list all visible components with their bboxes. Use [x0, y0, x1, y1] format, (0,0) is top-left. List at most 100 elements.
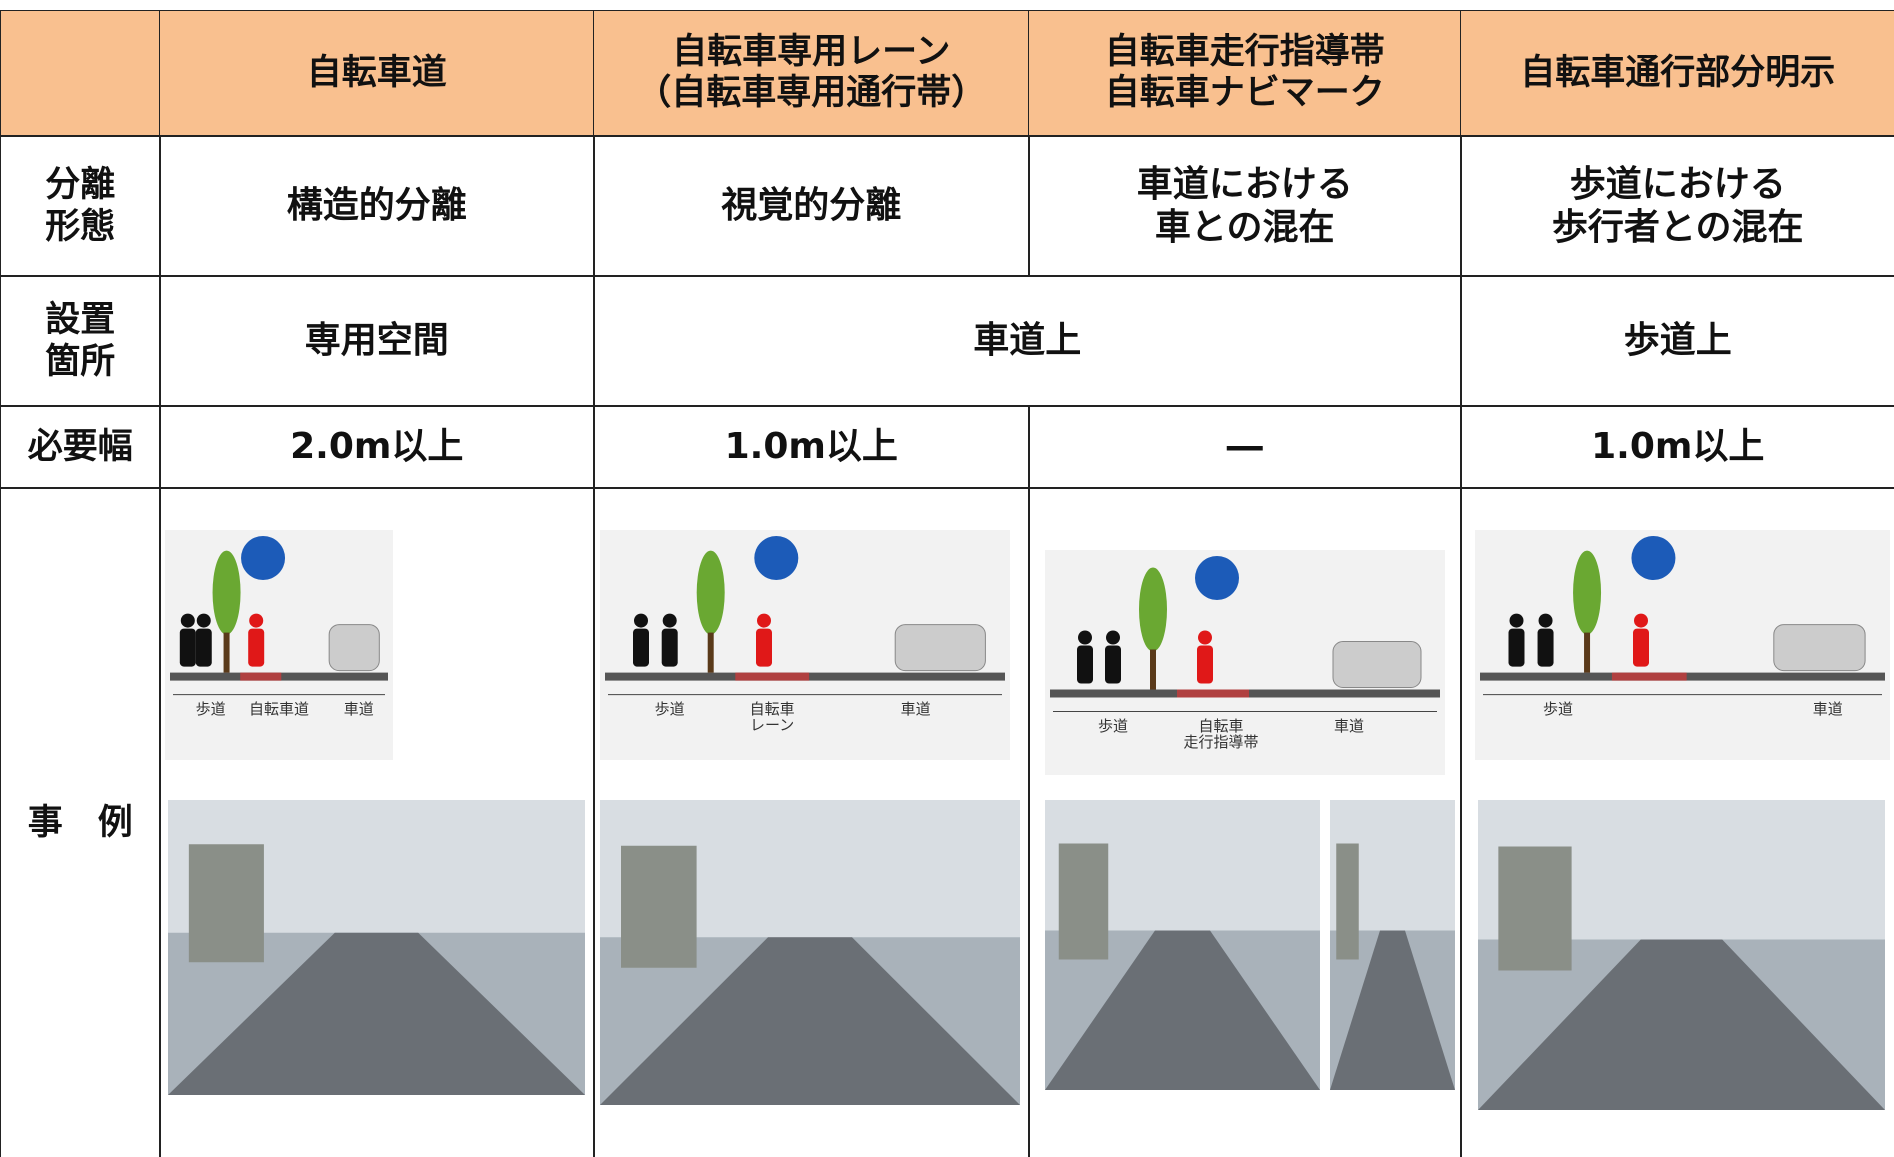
shape	[1773, 624, 1866, 672]
example-photo	[600, 800, 1020, 1105]
cell-text: 車道における	[1136, 163, 1353, 205]
shape	[1634, 613, 1648, 628]
shape	[661, 628, 678, 667]
header-text: （自転車専用通行帯）	[636, 73, 987, 114]
shape	[1508, 628, 1525, 667]
shape	[707, 632, 714, 673]
shape	[756, 628, 772, 667]
row-label-text: 分離	[45, 164, 116, 205]
diagram-label-line: 自転車道	[248, 699, 310, 718]
shape	[1045, 930, 1320, 1090]
cell-text: 車道上	[973, 320, 1082, 362]
cell-text: 専用空間	[304, 320, 449, 362]
cell-text: 1.0m以上	[1591, 426, 1765, 468]
shape	[328, 624, 380, 672]
example-cell	[159, 487, 595, 1157]
cell-text: 2.0m以上	[290, 426, 464, 468]
shape	[180, 613, 195, 628]
shape	[1509, 613, 1524, 628]
body-cell: 車道における 車との混在	[1028, 135, 1462, 277]
body-cell: 構造的分離	[159, 135, 595, 277]
row-label: 設置 箇所	[0, 275, 161, 407]
example-cell	[1460, 487, 1894, 1157]
shape	[1106, 630, 1120, 645]
shape	[621, 845, 697, 968]
shape	[894, 624, 986, 672]
shape	[1177, 689, 1249, 698]
header-cell: 自転車道	[159, 10, 595, 137]
shape	[1631, 536, 1676, 580]
diagram-label-line: 歩道	[1097, 716, 1129, 735]
diagram-label: 車道	[1813, 701, 1843, 718]
shape	[634, 613, 648, 628]
example-cell	[593, 487, 1030, 1157]
body-cell: 歩道における 歩行者との混在	[1460, 135, 1894, 277]
body-cell: 1.0m以上	[593, 405, 1030, 489]
header-text: 自転車走行指導帯	[1104, 31, 1385, 72]
shape	[754, 536, 799, 580]
diagram-label: 車道	[1333, 716, 1365, 735]
row-label-text: 設置	[45, 299, 116, 340]
shape	[1078, 630, 1092, 645]
shape	[223, 632, 230, 673]
diagram-label-line: 自転車	[1198, 716, 1244, 735]
shape	[248, 628, 265, 667]
diagram-label-line: レーン	[750, 716, 795, 735]
shape	[1150, 649, 1156, 690]
shape	[1538, 613, 1553, 628]
shape	[1633, 628, 1649, 667]
diagram-label-line: 歩道	[195, 699, 226, 718]
shape	[195, 628, 212, 667]
shape	[1330, 930, 1455, 1090]
shape	[1197, 645, 1213, 684]
shape	[1077, 645, 1093, 684]
example-cell	[1028, 487, 1462, 1157]
shape	[757, 613, 771, 628]
diagram-label-line: 歩道	[1542, 699, 1574, 718]
row-label-text: 形態	[45, 206, 116, 247]
example-photo	[1478, 800, 1885, 1110]
header-text: 自転車専用レーン	[672, 31, 951, 72]
diagram-label-line: 歩道	[654, 699, 685, 718]
row-label: 事 例	[0, 487, 161, 1157]
header-cell: 自転車専用レーン （自転車専用通行帯）	[593, 10, 1030, 137]
row-label-text: 事 例	[27, 802, 133, 843]
corner-cell	[0, 10, 161, 137]
road-diagram	[1475, 530, 1890, 760]
shape	[735, 672, 810, 681]
row-label-text: 必要幅	[27, 426, 133, 467]
shape	[249, 613, 264, 628]
shape	[1478, 939, 1885, 1110]
shape	[1058, 843, 1109, 960]
shape	[1537, 628, 1554, 667]
diagram-label-line: 走行指導帯	[1183, 733, 1259, 751]
row-label: 必要幅	[0, 405, 161, 489]
body-cell: 歩道上	[1460, 275, 1894, 407]
header-text: 自転車通行部分明示	[1520, 52, 1836, 93]
header-text: 自転車ナビマーク	[1104, 73, 1385, 114]
shape	[1336, 843, 1359, 960]
shape	[212, 550, 241, 635]
diagram-label: 車道	[344, 701, 374, 718]
shape	[662, 613, 677, 628]
shape	[1195, 556, 1239, 600]
shape	[1105, 645, 1121, 684]
cell-text: 歩道における	[1569, 163, 1786, 205]
diagram-label: 歩道	[1543, 701, 1573, 718]
diagram-label-line: 車道	[1333, 716, 1365, 735]
shape	[168, 932, 585, 1095]
shape	[1332, 641, 1422, 688]
body-cell: 車道上	[593, 275, 1462, 407]
shape	[179, 628, 196, 667]
example-photo	[168, 800, 585, 1095]
shape	[1198, 630, 1212, 645]
diagram-label: 自転車道	[249, 701, 309, 718]
body-cell: ―	[1028, 405, 1462, 489]
header-cell: 自転車通行部分明示	[1460, 10, 1894, 137]
diagram-label-line: 車道	[343, 699, 374, 718]
example-photo	[1045, 800, 1320, 1090]
diagram-label-line: 車道	[1812, 699, 1843, 718]
diagram-label: 歩道	[1097, 716, 1129, 735]
shape	[1498, 846, 1572, 971]
